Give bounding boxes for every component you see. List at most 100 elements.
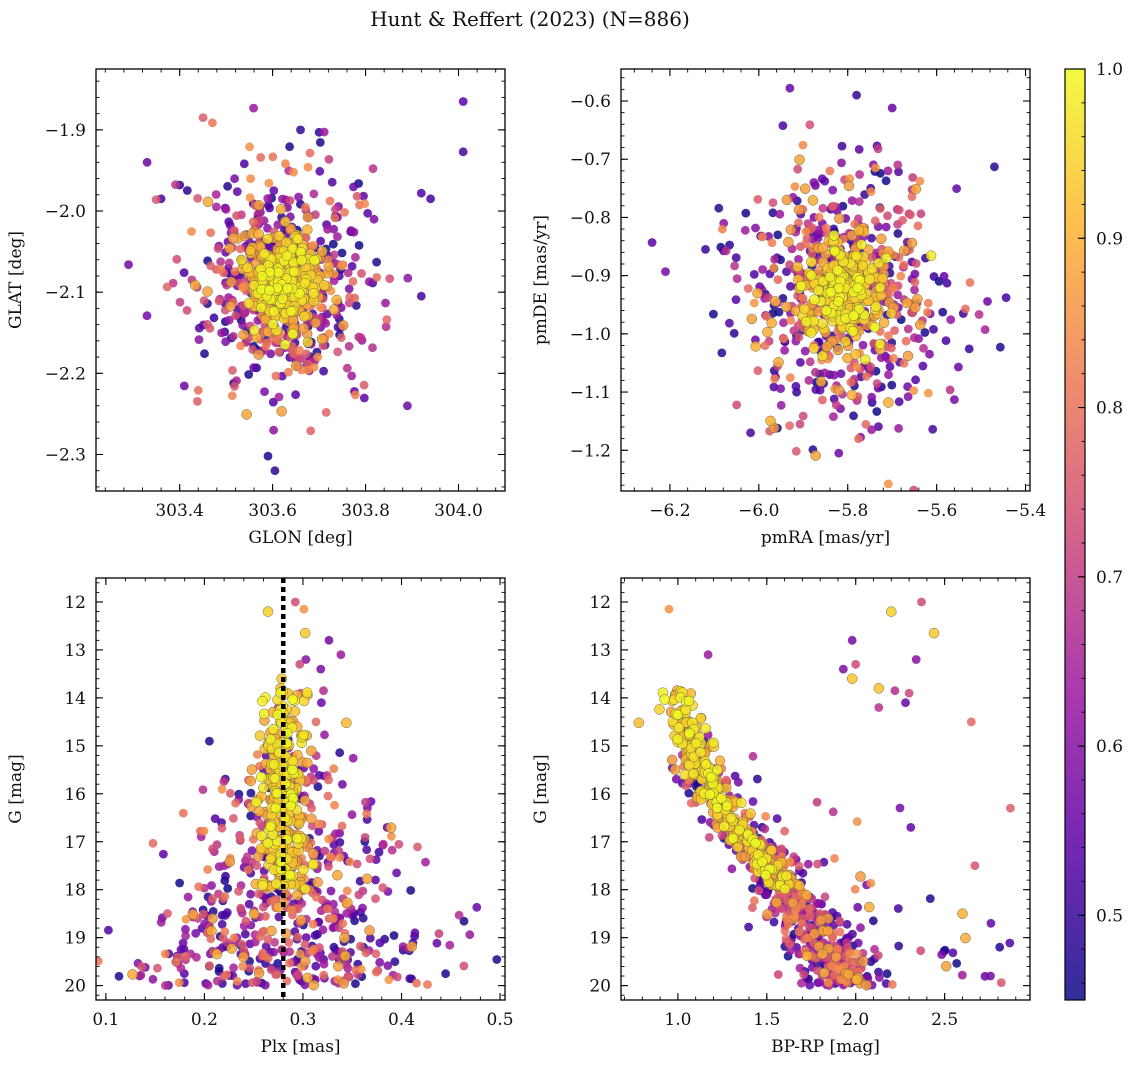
data-point — [301, 202, 310, 212]
data-point — [244, 370, 254, 379]
data-point — [270, 802, 282, 814]
data-point — [199, 296, 209, 305]
data-point — [881, 176, 891, 186]
data-point — [236, 341, 246, 351]
data-point — [714, 203, 724, 213]
data-point — [225, 788, 235, 798]
data-point — [255, 818, 265, 828]
data-point — [389, 931, 399, 940]
data-point — [268, 759, 280, 770]
data-point — [362, 809, 372, 819]
data-point — [894, 397, 904, 407]
data-point — [268, 723, 279, 735]
data-point — [671, 774, 681, 784]
data-point — [797, 899, 807, 909]
data-point — [776, 400, 786, 410]
data-point — [309, 764, 319, 773]
data-point — [299, 311, 310, 322]
data-point — [241, 979, 251, 988]
data-point — [833, 944, 842, 954]
data-point — [772, 814, 782, 823]
data-point — [894, 424, 903, 433]
data-point — [251, 796, 262, 808]
data-point — [760, 341, 770, 350]
data-point — [803, 859, 813, 869]
data-point — [333, 347, 343, 357]
data-point — [813, 285, 824, 296]
data-point — [916, 946, 926, 956]
data-point — [893, 160, 903, 170]
data-point — [829, 246, 841, 257]
y-tick-label: −1.0 — [570, 325, 611, 345]
data-point — [887, 343, 896, 353]
data-point — [421, 857, 430, 867]
data-point — [858, 340, 868, 350]
data-point — [712, 764, 723, 776]
data-point — [954, 362, 963, 372]
data-point — [350, 293, 360, 303]
data-point — [700, 759, 712, 770]
data-point — [801, 239, 810, 249]
data-point — [773, 230, 783, 240]
data-point — [347, 371, 357, 381]
data-point — [359, 380, 369, 390]
data-point — [794, 255, 803, 264]
data-point — [833, 296, 844, 307]
data-point — [432, 938, 442, 948]
data-point — [797, 978, 806, 988]
data-point — [745, 808, 756, 819]
data-point — [238, 962, 248, 971]
data-point — [344, 341, 354, 351]
data-point — [253, 806, 265, 817]
data-point — [845, 949, 855, 959]
data-point — [804, 376, 814, 385]
data-point — [328, 239, 338, 249]
data-point — [229, 814, 238, 823]
data-point — [354, 241, 364, 250]
data-point — [805, 327, 817, 338]
data-point — [211, 948, 223, 960]
data-point — [817, 174, 827, 184]
data-point — [855, 170, 864, 179]
data-point — [785, 857, 795, 867]
data-point — [815, 376, 827, 387]
data-point — [214, 296, 224, 306]
data-point — [369, 214, 379, 224]
data-point — [990, 162, 999, 172]
data-point — [269, 425, 278, 435]
data-point — [284, 938, 294, 947]
data-point — [818, 203, 828, 213]
data-point — [890, 686, 900, 696]
data-point — [801, 889, 812, 901]
data-point — [902, 350, 914, 362]
data-point — [885, 362, 895, 371]
data-point — [318, 925, 328, 935]
data-point — [311, 892, 321, 902]
data-point — [124, 260, 133, 269]
data-point — [845, 174, 855, 184]
data-point — [324, 834, 334, 844]
data-point — [942, 278, 952, 288]
data-point — [246, 788, 256, 798]
colorbar-tick-label: 0.6 — [1096, 737, 1123, 757]
data-point — [223, 181, 233, 191]
data-point — [309, 362, 319, 372]
data-point — [264, 284, 275, 296]
data-point — [818, 395, 827, 405]
colorbar-tick-label: 0.9 — [1096, 229, 1123, 249]
data-point — [733, 777, 743, 787]
data-point — [898, 215, 907, 225]
data-point — [243, 298, 255, 309]
data-point — [869, 322, 881, 333]
data-point — [857, 260, 868, 271]
data-point — [307, 946, 317, 956]
data-point — [301, 933, 311, 942]
data-point — [798, 411, 808, 421]
data-point — [238, 329, 249, 341]
data-point — [285, 306, 297, 317]
data-point — [406, 941, 417, 952]
data-point — [852, 90, 861, 100]
data-point — [873, 683, 885, 694]
data-point — [320, 730, 329, 740]
data-point — [785, 83, 795, 93]
